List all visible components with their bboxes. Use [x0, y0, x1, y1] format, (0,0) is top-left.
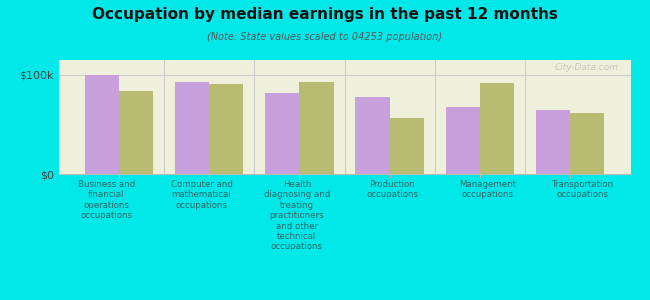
- Bar: [119, 91, 153, 174]
- Bar: [446, 106, 480, 174]
- Bar: [570, 112, 604, 174]
- Bar: [356, 97, 389, 174]
- Bar: [209, 84, 243, 174]
- Text: Management
occupations: Management occupations: [459, 180, 516, 200]
- Bar: [480, 83, 514, 174]
- Bar: [175, 82, 209, 174]
- Text: (Note: State values scaled to 04253 population): (Note: State values scaled to 04253 popu…: [207, 32, 443, 41]
- Bar: [300, 82, 333, 174]
- Text: Health
diagnosing and
treating
practitioners
and other
technical
occupations: Health diagnosing and treating practitio…: [264, 180, 330, 251]
- Text: City-Data.com: City-Data.com: [555, 63, 619, 72]
- Text: Production
occupations: Production occupations: [366, 180, 418, 200]
- Text: Computer and
mathematical
occupations: Computer and mathematical occupations: [170, 180, 233, 210]
- Bar: [84, 75, 119, 174]
- Bar: [265, 93, 300, 174]
- Bar: [389, 118, 424, 174]
- Text: Occupation by median earnings in the past 12 months: Occupation by median earnings in the pas…: [92, 8, 558, 22]
- Text: Business and
financial
operations
occupations: Business and financial operations occupa…: [77, 180, 135, 220]
- Bar: [536, 110, 570, 174]
- Text: Transportation
occupations: Transportation occupations: [552, 180, 614, 200]
